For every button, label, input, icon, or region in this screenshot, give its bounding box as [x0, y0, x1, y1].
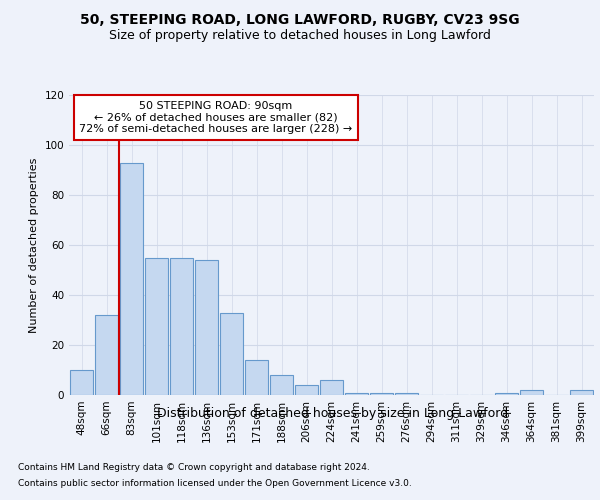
Bar: [220, 312, 243, 395]
Bar: [320, 380, 343, 395]
Bar: [520, 390, 543, 395]
Text: 50 STEEPING ROAD: 90sqm
← 26% of detached houses are smaller (82)
72% of semi-de: 50 STEEPING ROAD: 90sqm ← 26% of detache…: [79, 101, 353, 134]
Bar: [395, 392, 418, 395]
Bar: [245, 360, 268, 395]
Bar: [295, 385, 318, 395]
Bar: [70, 370, 93, 395]
Bar: [145, 258, 168, 395]
Text: Distribution of detached houses by size in Long Lawford: Distribution of detached houses by size …: [157, 408, 509, 420]
Bar: [270, 375, 293, 395]
Bar: [495, 392, 518, 395]
Text: 50, STEEPING ROAD, LONG LAWFORD, RUGBY, CV23 9SG: 50, STEEPING ROAD, LONG LAWFORD, RUGBY, …: [80, 12, 520, 26]
Bar: [570, 390, 593, 395]
Text: Size of property relative to detached houses in Long Lawford: Size of property relative to detached ho…: [109, 28, 491, 42]
Text: Contains public sector information licensed under the Open Government Licence v3: Contains public sector information licen…: [18, 478, 412, 488]
Bar: [95, 315, 118, 395]
Bar: [170, 258, 193, 395]
Bar: [120, 162, 143, 395]
Bar: [195, 260, 218, 395]
Y-axis label: Number of detached properties: Number of detached properties: [29, 158, 39, 332]
Text: Contains HM Land Registry data © Crown copyright and database right 2024.: Contains HM Land Registry data © Crown c…: [18, 464, 370, 472]
Bar: [370, 392, 393, 395]
Bar: [345, 392, 368, 395]
